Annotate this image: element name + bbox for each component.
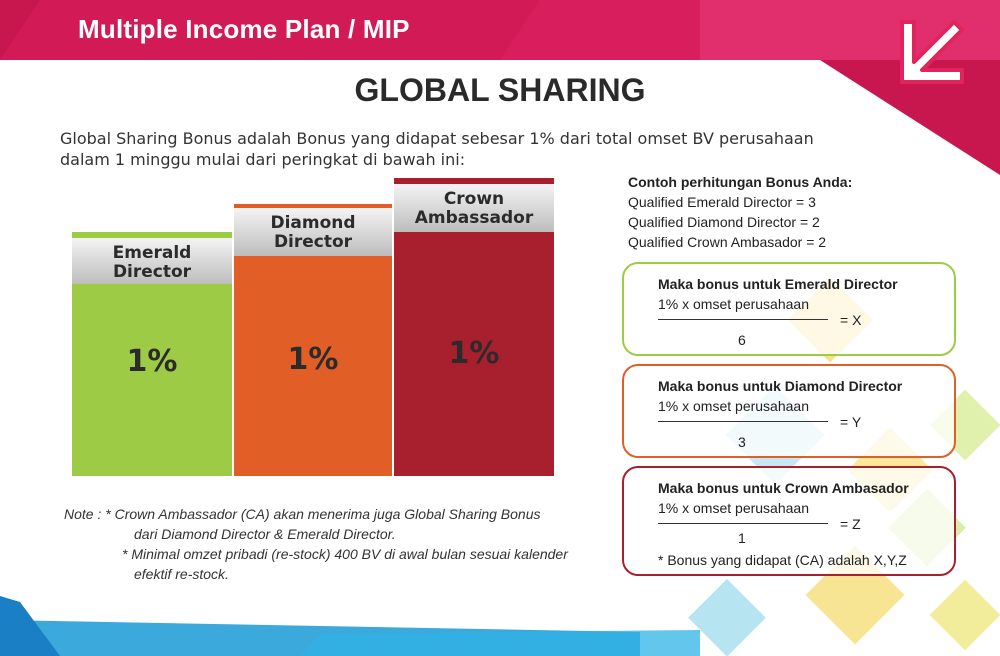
arrow-down-left-icon: [900, 20, 964, 84]
bar-percent: 1%: [287, 342, 339, 377]
calc-result: = Z: [840, 516, 861, 532]
calc-numerator: 1% x omset perusahaan: [658, 296, 809, 312]
calc-denominator: 6: [738, 332, 746, 348]
bar-crown-ambassador: Crown Ambassador 1%: [394, 178, 554, 476]
intro-line: dalam 1 minggu mulai dari peringkat di b…: [60, 150, 466, 169]
example-title: Contoh perhitungan Bonus Anda:: [628, 174, 853, 190]
page-title: GLOBAL SHARING: [354, 72, 646, 108]
calc-title: Maka bonus untuk Diamond Director: [658, 378, 903, 394]
example-line: Qualified Diamond Director = 2: [628, 214, 820, 230]
calc-result: = Y: [840, 414, 862, 430]
bar-diamond-director: Diamond Director 1%: [234, 204, 392, 476]
example-line: Qualified Emerald Director = 3: [628, 194, 816, 210]
calc-numerator: 1% x omset perusahaan: [658, 398, 809, 414]
note-text: Note : * Crown Ambassador (CA) akan mene…: [64, 504, 568, 584]
intro-line: Global Sharing Bonus adalah Bonus yang d…: [60, 129, 814, 148]
intro-text: Global Sharing Bonus adalah Bonus yang d…: [60, 128, 840, 170]
bar-label: Crown Ambassador: [394, 184, 554, 232]
fraction-line: [658, 421, 828, 422]
bar-percent: 1%: [126, 344, 178, 379]
bar-label: Emerald Director: [72, 238, 232, 284]
calc-box-emerald: Maka bonus untuk Emerald Director 1% x o…: [622, 262, 956, 356]
calc-title: Maka bonus untuk Crown Ambasador: [658, 480, 909, 496]
bar-percent: 1%: [448, 336, 500, 371]
header-title: Multiple Income Plan / MIP: [78, 14, 410, 44]
calc-footnote: * Bonus yang didapat (CA) adalah X,Y,Z: [658, 552, 907, 568]
note-line: dari Diamond Director & Emerald Director…: [134, 526, 396, 542]
calc-box-crown: Maka bonus untuk Crown Ambasador 1% x om…: [622, 466, 956, 576]
calc-title: Maka bonus untuk Emerald Director: [658, 276, 898, 292]
fraction-line: [658, 523, 828, 524]
note-line: efektif re-stock.: [134, 566, 229, 582]
fraction-line: [658, 319, 828, 320]
note-prefix: Note :: [64, 506, 102, 522]
bar-label: Diamond Director: [234, 208, 392, 256]
calc-numerator: 1% x omset perusahaan: [658, 500, 809, 516]
calc-result: = X: [840, 312, 862, 328]
header-ribbon: Multiple Income Plan / MIP: [0, 0, 1000, 60]
example-line: Qualified Crown Ambasador = 2: [628, 234, 827, 250]
calc-denominator: 3: [738, 434, 746, 450]
note-line: * Minimal omzet pribadi (re-stock) 400 B…: [122, 546, 568, 562]
note-line: * Crown Ambassador (CA) akan menerima ju…: [105, 506, 541, 522]
calc-box-diamond: Maka bonus untuk Diamond Director 1% x o…: [622, 364, 956, 458]
calc-denominator: 1: [738, 530, 746, 546]
bar-emerald-director: Emerald Director 1%: [72, 232, 232, 476]
